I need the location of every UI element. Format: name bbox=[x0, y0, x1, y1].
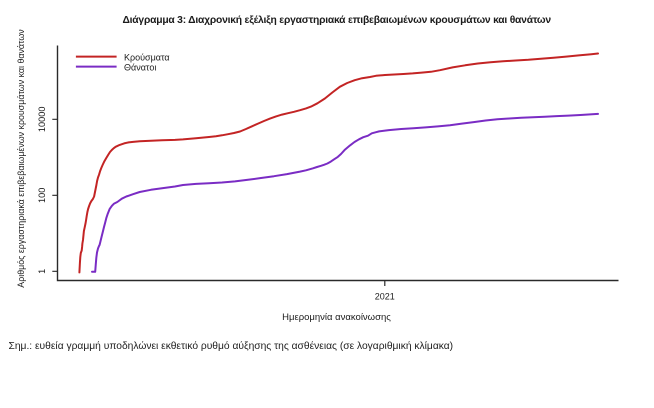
svg-text:Κρούσματα: Κρούσματα bbox=[124, 52, 170, 62]
svg-text:100: 100 bbox=[37, 188, 47, 203]
svg-text:Αριθμός εργαστηριακά επιβεβαιω: Αριθμός εργαστηριακά επιβεβαιωμένων κρου… bbox=[16, 29, 26, 288]
svg-text:Θάνατοι: Θάνατοι bbox=[124, 62, 156, 72]
svg-text:Διάγραμμα 3: Διαχρονική εξέλιξ: Διάγραμμα 3: Διαχρονική εξέλιξη εργαστηρ… bbox=[122, 15, 551, 26]
svg-text:Ημερομηνία ανακοίνωσης: Ημερομηνία ανακοίνωσης bbox=[282, 312, 391, 323]
svg-text:2021: 2021 bbox=[375, 291, 395, 301]
svg-text:Σημ.: ευθεία γραμμή υποδηλώνει: Σημ.: ευθεία γραμμή υποδηλώνει εκθετικό … bbox=[9, 340, 454, 352]
svg-text:1: 1 bbox=[37, 269, 47, 274]
svg-text:10000: 10000 bbox=[37, 107, 47, 133]
